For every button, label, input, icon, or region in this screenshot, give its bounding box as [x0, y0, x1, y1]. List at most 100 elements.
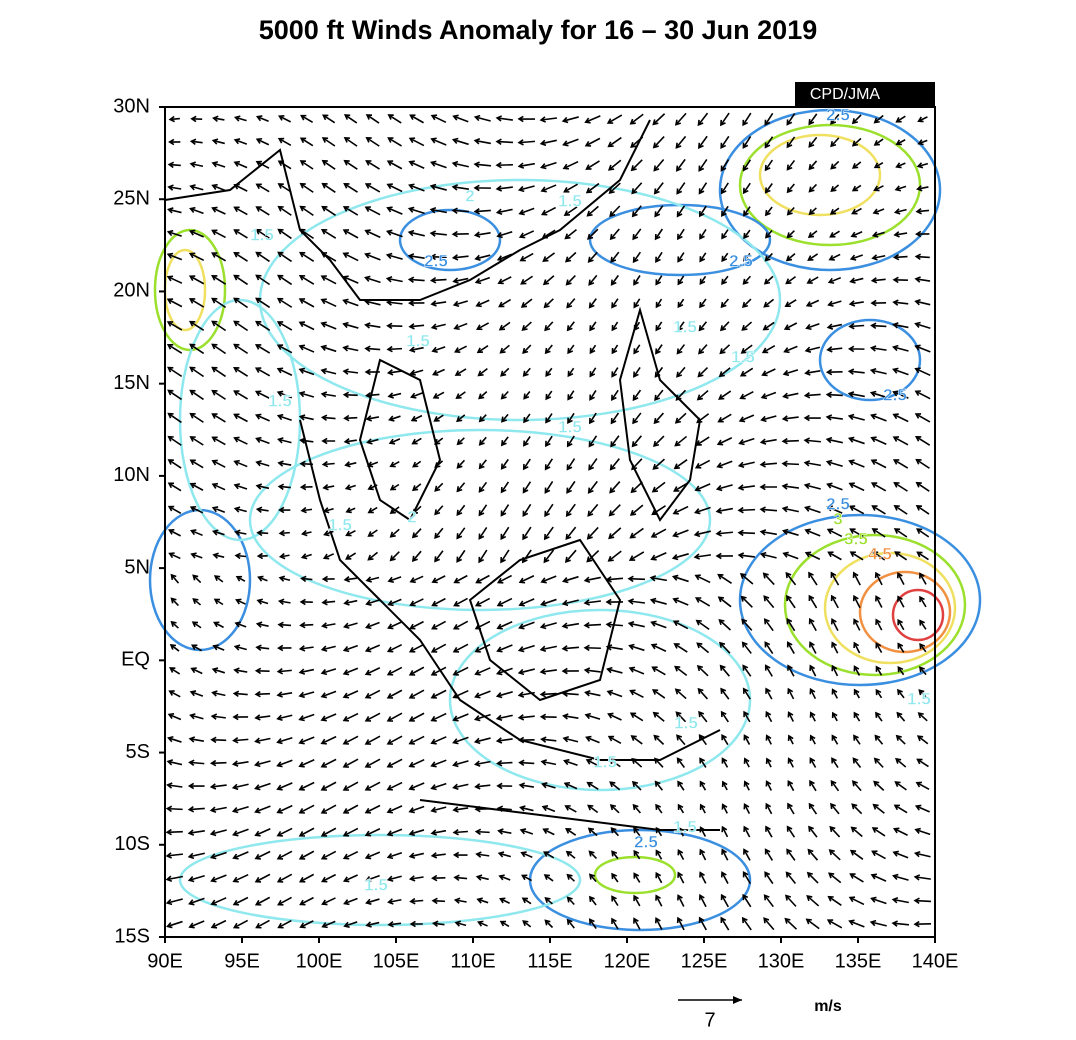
wind-arrow — [893, 208, 907, 215]
wind-arrow — [409, 575, 424, 584]
wind-arrow — [367, 484, 378, 491]
wind-arrow — [653, 757, 664, 768]
wind-arrow — [170, 597, 179, 607]
source: CPD/JMA — [810, 86, 881, 103]
wind-arrow — [693, 506, 711, 515]
wind-arrow — [254, 737, 271, 744]
wind-arrow — [831, 757, 839, 769]
wind-arrow — [211, 275, 227, 285]
wind-arrow — [562, 713, 579, 720]
wind-arrow — [742, 664, 752, 677]
wind-arrow — [759, 529, 777, 536]
wind-arrow — [500, 481, 510, 494]
wind-arrow — [895, 115, 906, 123]
wind-arrow — [232, 690, 248, 698]
wind-arrow — [609, 781, 621, 791]
wind-arrow — [743, 710, 751, 723]
wind-arrow — [694, 483, 711, 492]
wind-arrow — [543, 851, 555, 859]
wind-arrow — [895, 139, 906, 146]
wind-arrow — [255, 320, 271, 332]
wind-arrow — [875, 618, 883, 631]
wind-arrow — [540, 759, 557, 766]
wind-arrow — [740, 344, 753, 354]
wind-arrow — [364, 252, 381, 261]
wind-arrow — [518, 598, 535, 607]
wind-arrow — [588, 298, 597, 309]
wind-arrow — [721, 825, 729, 838]
wind-arrow — [407, 253, 425, 260]
wind-arrow — [342, 368, 359, 375]
wind-arrow — [386, 666, 403, 676]
wind-arrow — [589, 321, 597, 332]
wind-arrow — [189, 366, 205, 378]
wind-arrow — [651, 505, 666, 516]
wind-arrow — [212, 529, 225, 536]
wind-arrow — [720, 710, 729, 723]
wind-arrow — [806, 871, 819, 884]
wind-arrow — [873, 780, 885, 791]
wind-arrow — [916, 162, 929, 169]
wind-arrow — [452, 277, 469, 284]
wind-arrow — [517, 691, 535, 698]
wind-arrow — [583, 667, 601, 674]
wind-arrow — [298, 414, 314, 421]
wind-arrow — [764, 136, 774, 149]
wind-arrow — [431, 368, 445, 376]
wind-arrow — [676, 734, 686, 746]
wind-arrow — [190, 667, 203, 675]
wind-arrow — [321, 598, 336, 606]
wind-arrow — [696, 665, 709, 677]
wind-arrow — [672, 505, 689, 515]
wind-arrow — [699, 228, 707, 240]
wind-arrow — [276, 850, 293, 860]
wind-arrow — [874, 571, 883, 586]
wind-arrow — [255, 251, 270, 263]
wind-arrow — [343, 414, 358, 422]
wind-arrow — [893, 231, 908, 238]
wind-arrow — [699, 298, 707, 309]
wind-arrow — [737, 552, 755, 559]
wind-arrow — [255, 206, 270, 216]
wind-arrow — [875, 711, 883, 722]
wind-arrow — [897, 595, 905, 608]
wind-arrow — [211, 482, 226, 491]
wind-arrow — [830, 184, 840, 192]
reference-arrow-head — [733, 996, 742, 1004]
wind-arrow — [343, 114, 358, 124]
wind-arrow — [518, 575, 535, 584]
lon-label: 140E — [912, 950, 959, 972]
wind-arrow — [699, 826, 707, 837]
wind-arrow — [189, 343, 205, 355]
wind-arrow — [299, 920, 314, 929]
wind-arrow — [521, 549, 532, 564]
wind-arrow — [699, 871, 707, 884]
wind-arrow — [342, 804, 359, 814]
wind-arrow — [830, 160, 840, 170]
wind-arrow — [474, 667, 491, 676]
wind-arrow — [698, 321, 708, 332]
wind-arrow — [498, 321, 511, 331]
wind-arrow — [914, 321, 931, 330]
wind-arrow — [408, 323, 425, 330]
wind-arrow — [805, 322, 820, 331]
wind-arrow — [189, 505, 204, 514]
wind-arrow — [918, 666, 927, 676]
wind-arrow — [298, 344, 315, 353]
wind-arrow — [849, 873, 864, 883]
wind-arrow — [456, 504, 466, 516]
wind-arrow — [256, 529, 269, 537]
wind-arrow — [741, 298, 752, 308]
wind-arrow — [364, 298, 381, 306]
lat-label: EQ — [121, 649, 150, 671]
wind-arrow — [188, 759, 205, 766]
wind-arrow — [715, 530, 734, 537]
wind-arrow — [544, 458, 554, 471]
wind-arrow — [495, 737, 513, 744]
wind-arrow — [566, 435, 575, 448]
wind-arrow — [917, 139, 928, 146]
wind-arrow — [765, 734, 772, 745]
wind-arrow — [387, 392, 402, 399]
wind-arrow — [632, 803, 642, 814]
wind-arrow — [233, 274, 249, 286]
